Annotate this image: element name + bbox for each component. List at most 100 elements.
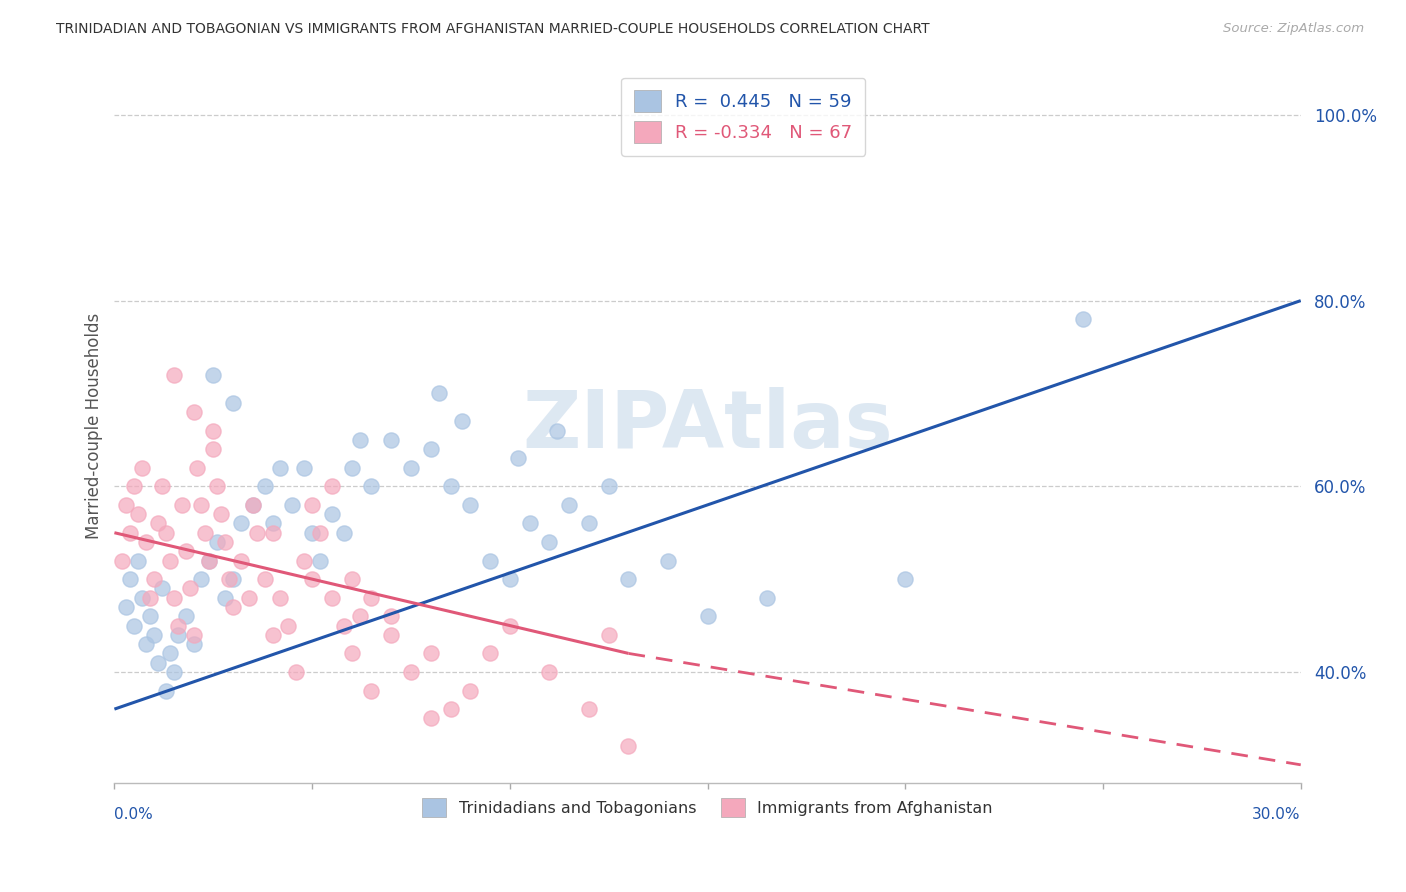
- Point: [419, 442, 441, 457]
- Point: [657, 553, 679, 567]
- Point: [451, 414, 474, 428]
- Point: [122, 618, 145, 632]
- Point: [301, 498, 323, 512]
- Point: [242, 498, 264, 512]
- Point: [321, 507, 343, 521]
- Point: [427, 386, 450, 401]
- Point: [229, 516, 252, 531]
- Point: [190, 572, 212, 586]
- Point: [163, 665, 186, 679]
- Point: [399, 665, 422, 679]
- Point: [546, 424, 568, 438]
- Point: [439, 702, 461, 716]
- Point: [333, 525, 356, 540]
- Text: 0.0%: 0.0%: [114, 806, 153, 822]
- Point: [222, 599, 245, 614]
- Point: [349, 433, 371, 447]
- Point: [270, 591, 292, 605]
- Point: [558, 498, 581, 512]
- Point: [340, 647, 363, 661]
- Point: [166, 628, 188, 642]
- Point: [142, 572, 165, 586]
- Point: [277, 618, 299, 632]
- Point: [115, 599, 138, 614]
- Point: [120, 572, 142, 586]
- Point: [186, 460, 208, 475]
- Point: [222, 396, 245, 410]
- Point: [321, 479, 343, 493]
- Point: [131, 460, 153, 475]
- Point: [578, 516, 600, 531]
- Point: [617, 572, 640, 586]
- Point: [360, 591, 382, 605]
- Point: [194, 525, 217, 540]
- Point: [538, 665, 561, 679]
- Point: [333, 618, 356, 632]
- Point: [242, 498, 264, 512]
- Point: [179, 582, 201, 596]
- Point: [150, 582, 173, 596]
- Point: [159, 553, 181, 567]
- Point: [617, 739, 640, 754]
- Point: [202, 424, 225, 438]
- Point: [190, 498, 212, 512]
- Point: [460, 683, 482, 698]
- Point: [479, 647, 502, 661]
- Point: [292, 553, 315, 567]
- Point: [214, 591, 236, 605]
- Point: [139, 591, 162, 605]
- Point: [301, 525, 323, 540]
- Point: [150, 479, 173, 493]
- Point: [198, 553, 221, 567]
- Point: [360, 683, 382, 698]
- Text: Source: ZipAtlas.com: Source: ZipAtlas.com: [1223, 22, 1364, 36]
- Point: [131, 591, 153, 605]
- Point: [205, 535, 228, 549]
- Point: [135, 637, 157, 651]
- Point: [135, 535, 157, 549]
- Point: [115, 498, 138, 512]
- Point: [380, 433, 402, 447]
- Point: [253, 479, 276, 493]
- Point: [166, 618, 188, 632]
- Point: [183, 628, 205, 642]
- Point: [198, 553, 221, 567]
- Point: [349, 609, 371, 624]
- Point: [183, 405, 205, 419]
- Legend: Trinidadians and Tobagonians, Immigrants from Afghanistan: Trinidadians and Tobagonians, Immigrants…: [415, 790, 1001, 825]
- Point: [292, 460, 315, 475]
- Point: [419, 711, 441, 725]
- Point: [301, 572, 323, 586]
- Point: [202, 442, 225, 457]
- Point: [163, 591, 186, 605]
- Point: [380, 628, 402, 642]
- Point: [439, 479, 461, 493]
- Point: [214, 535, 236, 549]
- Point: [209, 507, 232, 521]
- Point: [155, 683, 177, 698]
- Y-axis label: Married-couple Households: Married-couple Households: [86, 313, 103, 539]
- Point: [380, 609, 402, 624]
- Point: [419, 647, 441, 661]
- Point: [218, 572, 240, 586]
- Point: [262, 628, 284, 642]
- Point: [155, 525, 177, 540]
- Point: [262, 516, 284, 531]
- Point: [460, 498, 482, 512]
- Point: [146, 656, 169, 670]
- Point: [506, 451, 529, 466]
- Point: [229, 553, 252, 567]
- Point: [142, 628, 165, 642]
- Point: [696, 609, 718, 624]
- Point: [111, 553, 134, 567]
- Point: [146, 516, 169, 531]
- Text: 30.0%: 30.0%: [1253, 806, 1301, 822]
- Point: [755, 591, 778, 605]
- Text: TRINIDADIAN AND TOBAGONIAN VS IMMIGRANTS FROM AFGHANISTAN MARRIED-COUPLE HOUSEHO: TRINIDADIAN AND TOBAGONIAN VS IMMIGRANTS…: [56, 22, 929, 37]
- Point: [499, 572, 522, 586]
- Point: [598, 628, 620, 642]
- Point: [205, 479, 228, 493]
- Point: [340, 572, 363, 586]
- Point: [270, 460, 292, 475]
- Point: [499, 618, 522, 632]
